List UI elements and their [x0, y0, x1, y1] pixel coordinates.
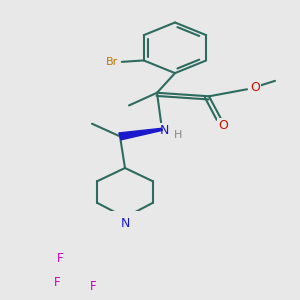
Text: N: N: [159, 124, 169, 137]
Text: F: F: [54, 276, 60, 289]
Text: N: N: [120, 217, 130, 230]
Text: H: H: [174, 130, 182, 140]
Text: Br: Br: [106, 57, 118, 67]
Text: F: F: [57, 252, 63, 265]
Text: O: O: [250, 81, 260, 94]
Text: O: O: [218, 119, 228, 132]
Text: F: F: [90, 280, 96, 293]
Polygon shape: [119, 128, 162, 140]
